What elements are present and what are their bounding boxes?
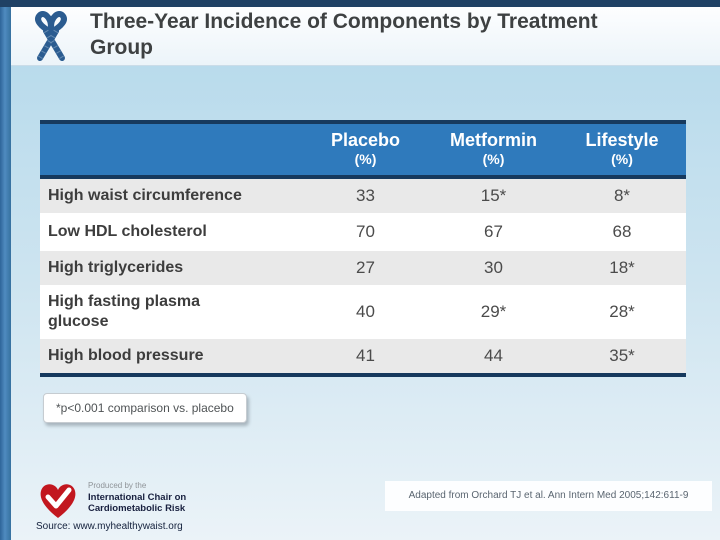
- table-row: High blood pressure 41 44 35*: [40, 339, 686, 377]
- cell-value: 40: [356, 302, 375, 321]
- significance-footnote: *p<0.001 comparison vs. placebo: [43, 393, 247, 423]
- table-row: Low HDL cholesterol 70 67 68: [40, 215, 686, 251]
- cell-value: 41: [356, 346, 375, 365]
- cell-value: 35*: [609, 346, 635, 365]
- table-row: High fasting plasma glucose 40 29* 28*: [40, 287, 686, 339]
- cell-value: 8*: [613, 186, 631, 205]
- org-name-line1: International Chair on: [88, 492, 187, 503]
- title-banner: [11, 7, 720, 66]
- row-label: High triglycerides: [48, 259, 184, 276]
- cell-value: 27: [356, 258, 375, 277]
- page-title: Three-Year Incidence of Components by Tr…: [90, 10, 598, 59]
- source-line: Source: www.myhealthywaist.org: [36, 521, 183, 532]
- cell-value: 70: [356, 222, 375, 241]
- produced-by-label: Produced by the: [88, 481, 147, 490]
- cell-value: 15*: [480, 186, 507, 205]
- row-label: Low HDL cholesterol: [48, 223, 207, 240]
- column-header-lifestyle: Lifestyle (%): [585, 130, 659, 167]
- top-accent-bar: [0, 0, 720, 7]
- incidence-table: Placebo (%) Metformin (%) Lifestyle (%) …: [40, 120, 686, 377]
- row-label: High waist circumference: [48, 187, 242, 204]
- heart-logo-icon: [35, 477, 81, 526]
- producer-logo-text: Produced by the International Chair on C…: [88, 481, 186, 514]
- column-header-placebo: Placebo (%): [330, 130, 401, 167]
- cell-value: 29*: [480, 302, 507, 321]
- row-label: High fasting plasma glucose: [48, 293, 201, 330]
- table-row: High waist circumference 33 15* 8*: [40, 179, 686, 215]
- cell-value: 68: [612, 222, 632, 241]
- cell-value: 33: [356, 186, 375, 205]
- cell-value: 30: [484, 258, 503, 277]
- row-label: High blood pressure: [48, 347, 204, 364]
- cell-value: 44: [484, 346, 503, 365]
- cell-value: 28*: [609, 302, 635, 321]
- left-accent-strip: [0, 0, 11, 540]
- cell-value: 67: [484, 222, 503, 241]
- table-header-row: Placebo (%) Metformin (%) Lifestyle (%): [40, 120, 686, 179]
- org-name-line2: Cardiometabolic Risk: [88, 503, 186, 514]
- table-row: High triglycerides 27 30 18*: [40, 251, 686, 287]
- column-header-metformin: Metformin (%): [450, 130, 537, 167]
- citation-band: Adapted from Orchard TJ et al. Ann Inter…: [385, 481, 712, 511]
- awareness-ribbon-icon: [33, 5, 69, 68]
- cell-value: 18*: [609, 258, 635, 277]
- table-header-spacer: [40, 129, 302, 168]
